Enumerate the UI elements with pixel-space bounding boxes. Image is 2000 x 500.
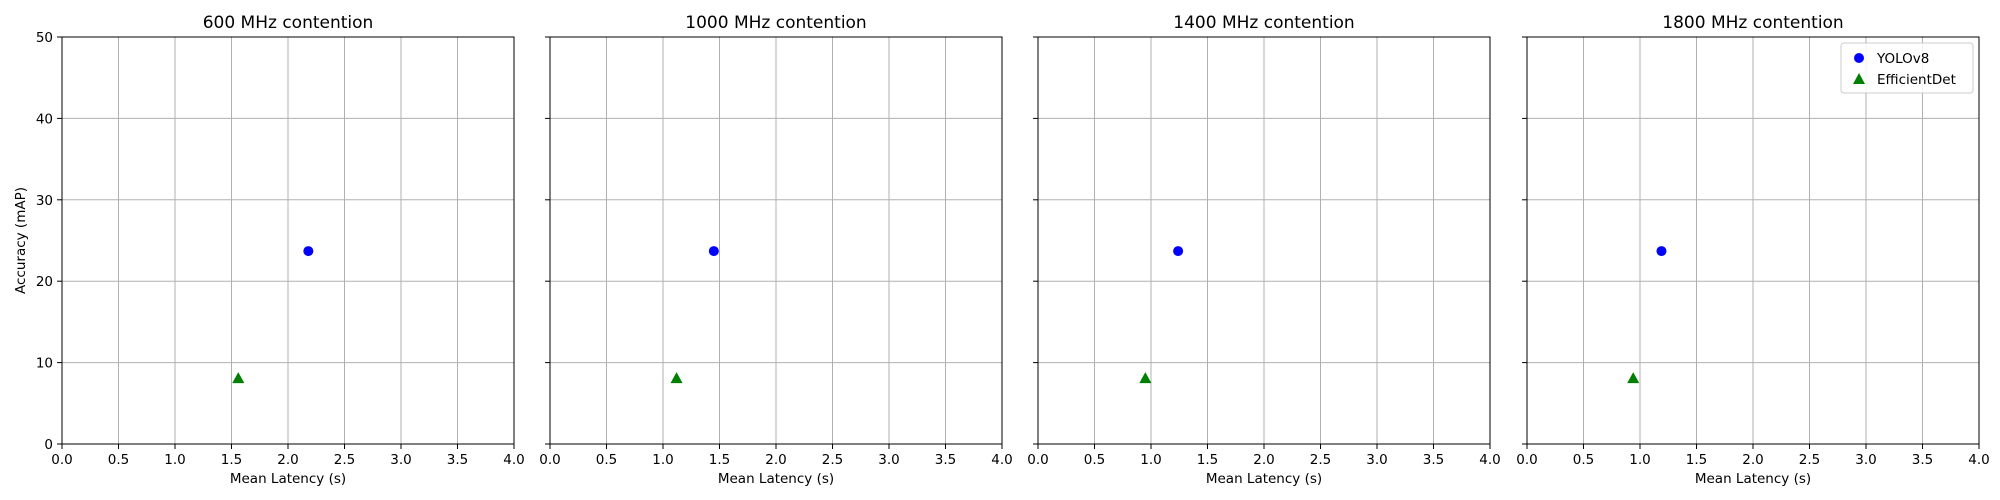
x-tick-label: 3.5 [1912,452,1933,468]
subplot-title: 600 MHz contention [203,13,374,33]
data-point-efficientdet [670,372,683,384]
x-tick-label: 1.5 [709,452,730,468]
x-tick-label: 0.5 [108,452,129,468]
data-point-yolov8 [1656,246,1667,257]
y-tick-label: 0 [44,437,53,453]
x-tick-label: 1.5 [1197,452,1218,468]
x-tick-label: 3.5 [1423,452,1444,468]
subplot-2: 0.0 0.5 1.0 1.5 2.0 2.5 3.0 3.5 4.0 1000 MHz cont… [539,13,1012,487]
subplot-3: 0.0 0.5 1.0 1.5 2.0 2.5 3.0 3.5 4.0 1400 MHz cont… [1027,13,1500,487]
data-point-efficientdet [1627,372,1640,384]
y-tick-label: 30 [36,193,53,209]
subplot-title: 1400 MHz contention [1173,13,1354,33]
data-point-efficientdet [232,372,245,384]
legend-marker-efficientdet [1853,73,1865,84]
y-tick-label: 40 [36,111,53,127]
y-axis-label: Accuracy (mAP) [13,187,29,294]
y-tick-label: 10 [36,356,53,372]
legend: YOLOv8 EfficientDet [1840,42,1974,94]
x-tick-label: 2.0 [765,452,786,468]
x-axis-label: Mean Latency (s) [1206,471,1322,487]
x-tick-label: 2.5 [1799,452,1820,468]
subplot-title: 1000 MHz contention [685,13,866,33]
x-tick-label: 2.5 [1310,452,1331,468]
x-tick-label: 4.0 [503,452,524,468]
x-tick-label: 1.0 [164,452,185,468]
subplot-title: 1800 MHz contention [1662,13,1843,33]
legend-label: YOLOv8 [1876,51,1929,67]
x-tick-label: 2.0 [1253,452,1274,468]
x-tick-label: 0.5 [596,452,617,468]
x-tick-label: 3.5 [935,452,956,468]
x-tick-label: 3.0 [1366,452,1387,468]
data-point-yolov8 [708,246,719,257]
legend-label: EfficientDet [1877,72,1956,88]
axes-frame [549,36,1003,445]
x-tick-label: 2.5 [822,452,843,468]
axes-frame [1526,36,1980,445]
data-point-yolov8 [1173,246,1184,257]
y-tick-label: 50 [36,30,53,46]
axes-frame [61,36,515,445]
x-tick-label: 3.5 [447,452,468,468]
x-tick-label: 0.0 [539,452,560,468]
data-point-efficientdet [1139,372,1152,384]
x-tick-label: 1.0 [1140,452,1161,468]
legend-box [1840,42,1974,94]
x-tick-label: 1.0 [1629,452,1650,468]
x-tick-label: 0.5 [1573,452,1594,468]
x-tick-label: 0.5 [1084,452,1105,468]
x-axis-label: Mean Latency (s) [1695,471,1811,487]
x-tick-label: 3.0 [878,452,899,468]
x-axis-label: Mean Latency (s) [718,471,834,487]
x-axis-label: Mean Latency (s) [230,471,346,487]
x-tick-label: 3.0 [390,452,411,468]
x-tick-label: 3.0 [1855,452,1876,468]
x-tick-label: 1.0 [652,452,673,468]
x-tick-label: 0.0 [1027,452,1048,468]
x-tick-label: 2.5 [334,452,355,468]
data-point-yolov8 [303,246,314,257]
x-tick-label: 4.0 [1479,452,1500,468]
x-tick-label: 2.0 [1742,452,1763,468]
y-tick-label: 20 [36,274,53,290]
x-tick-label: 2.0 [277,452,298,468]
legend-marker-yolov8 [1854,53,1864,63]
x-tick-label: 1.5 [221,452,242,468]
x-tick-label: 4.0 [1968,452,1989,468]
x-tick-label: 0.0 [51,452,72,468]
axes-frame [1037,36,1491,445]
subplot-4: 0.0 0.5 1.0 1.5 2.0 2.5 3.0 3.5 4.0 1800 MHz cont… [1516,13,1989,487]
x-tick-label: 0.0 [1516,452,1537,468]
x-tick-label: 1.5 [1686,452,1707,468]
x-tick-label: 4.0 [991,452,1012,468]
subplot-1: 0.0 0.5 1.0 1.5 2.0 2.5 3.0 3.5 4.0 0 10 20 30 40 50 60… [13,13,525,487]
